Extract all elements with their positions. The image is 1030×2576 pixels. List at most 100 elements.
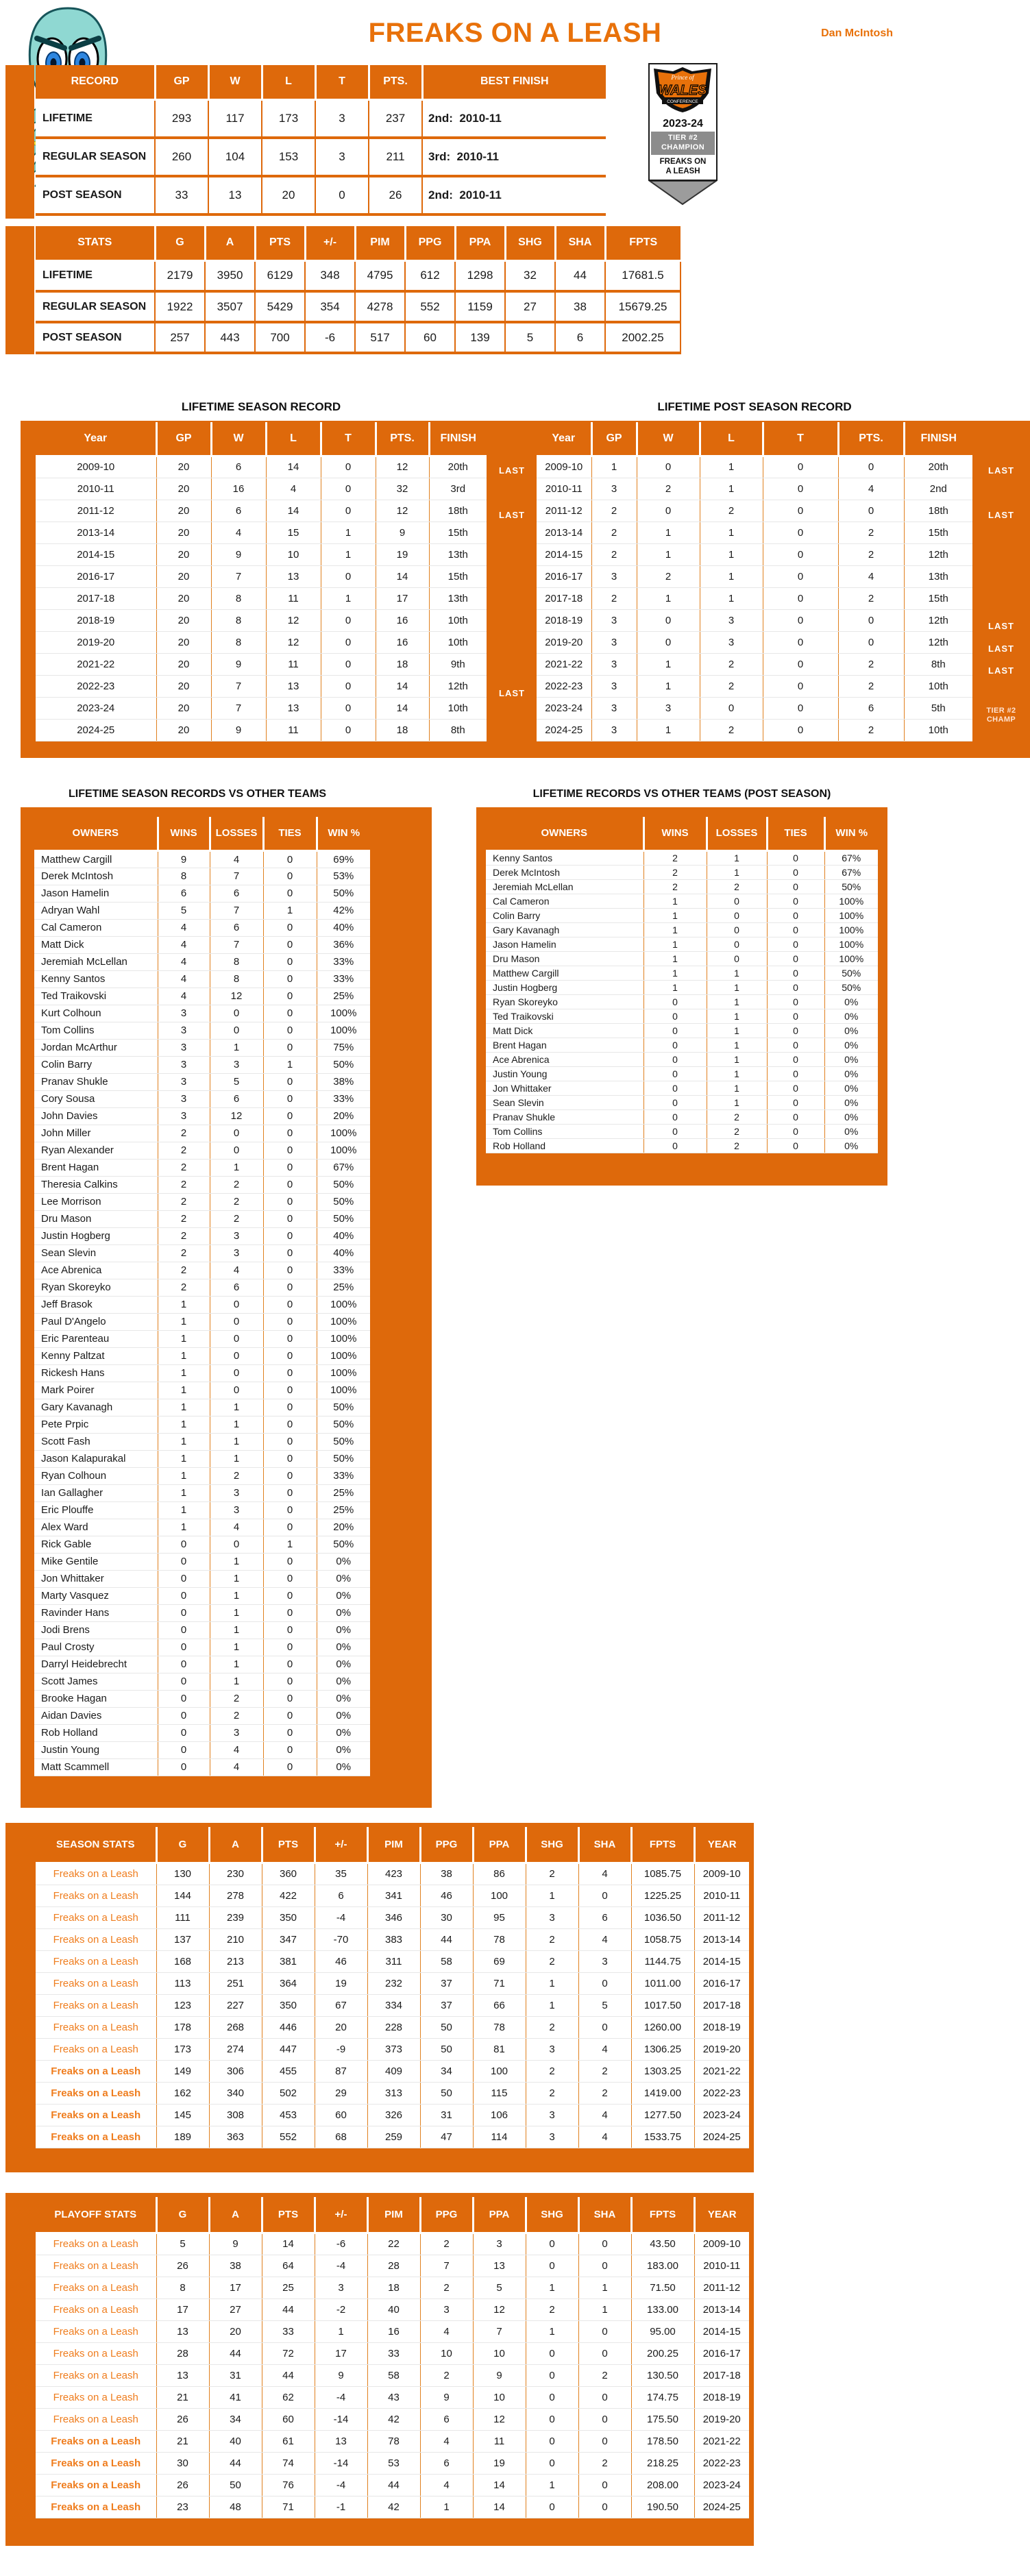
header-row: Year GP W L T PTS. FINISH bbox=[537, 422, 972, 457]
table-cell: 2010-11 bbox=[694, 2255, 749, 2277]
table-cell: 38 bbox=[420, 1863, 474, 1885]
table-cell: 20 bbox=[156, 675, 212, 698]
table-row: Brent Hagan 0 1 0 0% bbox=[486, 1038, 878, 1053]
row-note: LAST bbox=[988, 509, 1014, 520]
table-cell: 3 bbox=[210, 1484, 264, 1502]
table-cell: 40% bbox=[317, 1227, 370, 1245]
column-header: A bbox=[208, 1827, 262, 1864]
table-cell: 1 bbox=[637, 587, 700, 610]
table-row: Matthew Cargill 1 1 0 50% bbox=[486, 966, 878, 981]
column-header: T bbox=[761, 422, 838, 457]
table-cell: 0 bbox=[263, 1570, 317, 1588]
column-header: W bbox=[210, 422, 266, 457]
table-cell: 4 bbox=[578, 2104, 632, 2126]
table-cell: 0 bbox=[263, 1364, 317, 1382]
table-cell: 0% bbox=[824, 1023, 878, 1038]
table-cell: 3 bbox=[591, 609, 637, 632]
table-cell: Eric Parenteau bbox=[34, 1330, 158, 1348]
table-cell: 2 bbox=[158, 1227, 210, 1245]
table-cell: 11 bbox=[266, 587, 321, 610]
column-header: GP bbox=[590, 422, 637, 457]
table-cell: 3 bbox=[526, 2126, 579, 2148]
table-row: Justin Young 0 1 0 0% bbox=[486, 1066, 878, 1081]
table-cell: 7 bbox=[210, 936, 264, 954]
header-row: PLAYOFF STATS G A PTS +/- PIM PPG PPA SHG SHA FPTS… bbox=[36, 2197, 749, 2234]
table-cell: Freaks on a Leash bbox=[36, 2342, 157, 2365]
table-cell: 4 bbox=[838, 565, 905, 588]
table-row: Freaks on a Leash 26 38 64 -4 28 7 13 0 0 183.00 20… bbox=[36, 2255, 749, 2277]
table-cell: 311 bbox=[367, 1950, 421, 1973]
table-cell: 1017.50 bbox=[631, 1994, 695, 2017]
table-cell: 38 bbox=[555, 291, 606, 323]
table-row: Freaks on a Leash 21 40 61 13 78 4 11 0 0 178.50 20… bbox=[36, 2430, 749, 2453]
table-cell: Scott James bbox=[34, 1673, 158, 1691]
row-note-empty bbox=[488, 526, 536, 549]
table-cell: 1 bbox=[158, 1364, 210, 1382]
table-cell: 1 bbox=[210, 1587, 264, 1605]
table-cell: Brooke Hagan bbox=[34, 1690, 158, 1708]
table-cell: 0 bbox=[526, 2342, 579, 2365]
table-cell: 2 bbox=[158, 1279, 210, 1297]
table-cell: Freaks on a Leash bbox=[36, 2364, 157, 2387]
table-cell: 20% bbox=[317, 1107, 370, 1125]
table-cell: 0 bbox=[315, 176, 369, 216]
table-cell: 0 bbox=[643, 1052, 707, 1067]
table-cell: 74 bbox=[262, 2452, 315, 2475]
table-cell: 2024-25 bbox=[537, 719, 592, 741]
table-cell: 0 bbox=[158, 1604, 210, 1622]
table-row: Freaks on a Leash 111 239 350 -4 346 30 95 3 6 103… bbox=[36, 1906, 749, 1929]
table-cell: 189 bbox=[156, 2126, 210, 2148]
column-header: PTS bbox=[254, 226, 305, 262]
table-cell: 12 bbox=[266, 609, 321, 632]
table-cell: 2009-10 bbox=[537, 456, 592, 478]
table-cell: 0 bbox=[767, 1066, 825, 1081]
column-header: Year bbox=[537, 422, 591, 457]
table-cell: 3 bbox=[473, 2233, 526, 2255]
table-cell: 12 bbox=[210, 1107, 264, 1125]
table-cell: 44 bbox=[555, 260, 606, 293]
table-cell: 9 bbox=[209, 2233, 262, 2255]
table-cell: 111 bbox=[156, 1906, 210, 1929]
table-cell: 0 bbox=[767, 922, 825, 937]
table-cell: 50 bbox=[420, 2038, 474, 2061]
table-cell: Jason Hamelin bbox=[34, 885, 158, 903]
table-cell: 1011.00 bbox=[631, 1972, 695, 1995]
table-cell: 33% bbox=[317, 1467, 370, 1485]
table-row: Eric Plouffe 1 3 0 25% bbox=[34, 1501, 370, 1519]
table-cell: 0 bbox=[838, 456, 905, 478]
table-cell: 104 bbox=[208, 138, 262, 177]
table-cell: 36% bbox=[317, 936, 370, 954]
column-header: FPTS bbox=[630, 1827, 694, 1864]
table-cell: 23 bbox=[156, 2496, 210, 2518]
table-cell: 20 bbox=[262, 176, 316, 216]
column-header: TIES bbox=[765, 817, 824, 852]
table-cell: 259 bbox=[367, 2126, 421, 2148]
table-cell: 4 bbox=[210, 1519, 264, 1536]
table-cell: Freaks on a Leash bbox=[36, 2082, 157, 2105]
badge-team-line2: A LEASH bbox=[665, 167, 700, 176]
table-cell: 50% bbox=[317, 1433, 370, 1451]
table-cell: 0 bbox=[263, 1758, 317, 1776]
table-cell: 211 bbox=[369, 138, 423, 177]
column-header: FINISH bbox=[428, 422, 487, 457]
table-cell: 18th bbox=[429, 500, 487, 522]
table-cell: 15 bbox=[266, 522, 321, 544]
table-cell: Freaks on a Leash bbox=[36, 2452, 157, 2475]
table-cell: 28 bbox=[367, 2255, 421, 2277]
table-cell: 2017-18 bbox=[537, 587, 592, 610]
table-cell: 178.50 bbox=[631, 2430, 695, 2453]
table-cell: 16 bbox=[211, 478, 267, 500]
table-cell: 67 bbox=[315, 1994, 368, 2017]
table-cell: 0% bbox=[824, 1066, 878, 1081]
table-cell: 14 bbox=[376, 697, 430, 720]
table-cell: 2 bbox=[591, 500, 637, 522]
table-row: Kenny Paltzat 1 0 0 100% bbox=[34, 1347, 370, 1365]
table-cell: 2024-25 bbox=[694, 2496, 749, 2518]
table-cell: 115 bbox=[473, 2082, 526, 2105]
table-row: 2021-22 20 9 11 0 18 9th bbox=[36, 653, 487, 676]
table-cell: 4278 bbox=[355, 291, 406, 323]
column-header: G bbox=[155, 2197, 209, 2234]
table-cell: 360 bbox=[262, 1863, 315, 1885]
table-cell: 8 bbox=[211, 609, 267, 632]
table-cell: Freaks on a Leash bbox=[36, 2104, 157, 2126]
